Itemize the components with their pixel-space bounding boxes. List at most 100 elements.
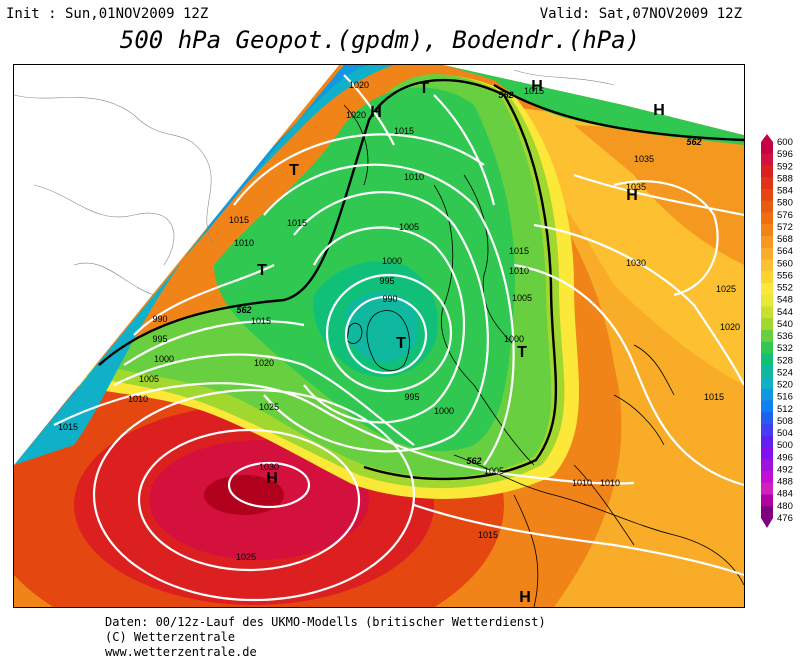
scale-swatch <box>761 306 773 319</box>
scale-bottom-arrow <box>761 518 773 528</box>
isobar-label: 995 <box>379 276 394 286</box>
scale-swatch <box>761 494 773 507</box>
pressure-centers: H T H H T H T T T H H <box>257 78 665 606</box>
isobar-label: 1005 <box>512 293 532 303</box>
scale-label: 548 <box>777 295 793 306</box>
isobar-label: 1020 <box>720 322 740 332</box>
scale-label: 572 <box>777 222 793 233</box>
scale-swatch <box>761 271 773 284</box>
high-pressure-symbol: H <box>626 187 638 204</box>
valid-time: Valid: Sat,07NOV2009 12Z <box>539 6 742 22</box>
isobar-label: 1010 <box>234 238 254 248</box>
isobar-label: 995 <box>404 392 419 402</box>
init-time: Init : Sun,01NOV2009 12Z <box>6 6 209 22</box>
isobar-label: 562 <box>498 90 513 100</box>
scale-label: 588 <box>777 173 793 184</box>
isobar-label: 1015 <box>509 246 529 256</box>
scale-swatch <box>761 482 773 495</box>
scale-label: 600 <box>777 137 793 148</box>
footer-copyright: (C) Wetterzentrale <box>105 630 236 644</box>
low-pressure-symbol: T <box>289 162 299 179</box>
scale-swatch <box>761 165 773 178</box>
scale-swatch <box>761 247 773 260</box>
scale-swatch <box>761 424 773 437</box>
isobar-label: 1015 <box>704 392 724 402</box>
scale-label: 532 <box>777 343 793 354</box>
scale-label: 568 <box>777 234 793 245</box>
scale-label: 520 <box>777 380 793 391</box>
scale-swatch <box>761 153 773 166</box>
scale-swatch <box>761 412 773 425</box>
scale-label: 564 <box>777 246 793 257</box>
isobar-label: 1035 <box>634 154 654 164</box>
scale-swatch <box>761 377 773 390</box>
scale-swatch <box>761 388 773 401</box>
scale-swatch <box>761 212 773 225</box>
isobar-label: 562 <box>236 305 251 315</box>
scale-label: 576 <box>777 210 793 221</box>
high-pressure-symbol: H <box>370 104 382 121</box>
high-pressure-symbol: H <box>266 470 278 487</box>
isobar-label: 1010 <box>572 478 592 488</box>
isobar-label: 995 <box>152 334 167 344</box>
isobar-label: 1020 <box>349 80 369 90</box>
scale-label: 508 <box>777 416 793 427</box>
scale-label: 596 <box>777 149 793 160</box>
isobar-label: 1005 <box>139 374 159 384</box>
high-pressure-symbol: H <box>531 78 543 95</box>
scale-swatch <box>761 318 773 331</box>
scale-label: 592 <box>777 161 793 172</box>
scale-swatch <box>761 459 773 472</box>
scale-label: 544 <box>777 307 793 318</box>
scale-label: 484 <box>777 489 793 500</box>
scale-swatch <box>761 353 773 366</box>
isobar-label: 1025 <box>236 552 256 562</box>
isobar-label: 1035 <box>626 182 646 192</box>
scale-top-arrow <box>761 134 773 142</box>
isobar-label: 562 <box>686 137 701 147</box>
chart-title: 500 hPa Geopot.(gpdm), Bodendr.(hPa) <box>119 26 641 54</box>
isobar-label: 1015 <box>394 126 414 136</box>
scale-label: 512 <box>777 404 793 415</box>
scale-swatch <box>761 330 773 343</box>
footer: Daten: 00/12z-Lauf des UKMO-Modells (bri… <box>105 615 546 660</box>
scale-swatch <box>761 365 773 378</box>
scale-label: 476 <box>777 513 793 524</box>
isobar-label: 1000 <box>434 406 454 416</box>
isobar-label: 1030 <box>259 462 279 472</box>
scale-swatch <box>761 341 773 354</box>
high-pressure-symbol: H <box>519 589 531 606</box>
footer-url[interactable]: www.wetterzentrale.de <box>105 645 257 659</box>
contour-552-ne <box>493 83 744 142</box>
isobar-label: 1030 <box>626 258 646 268</box>
footer-data-source: Daten: 00/12z-Lauf des UKMO-Modells (bri… <box>105 615 546 629</box>
isobar-label: 1000 <box>504 334 524 344</box>
color-scale: 6005965925885845805765725685645605565525… <box>761 134 793 528</box>
scale-swatch <box>761 400 773 413</box>
scale-label: 552 <box>777 283 793 294</box>
isobar-label: 1010 <box>404 172 424 182</box>
scale-swatch <box>761 224 773 237</box>
scale-label: 516 <box>777 392 793 403</box>
isobar-label: 1020 <box>254 358 274 368</box>
low-pressure-symbol: T <box>419 80 429 97</box>
geopotential-field <box>14 65 744 607</box>
scale-label: 500 <box>777 440 793 451</box>
isobar-label: 1010 <box>600 478 620 488</box>
isobar-label: 1015 <box>287 218 307 228</box>
scale-swatch <box>761 506 773 519</box>
scale-swatch <box>761 236 773 249</box>
scale-label: 584 <box>777 186 793 197</box>
low-pressure-symbol: T <box>396 335 406 352</box>
isobar-label: 1005 <box>399 222 419 232</box>
scale-swatch <box>761 177 773 190</box>
low-pressure-symbol: T <box>517 344 527 361</box>
map-svg: 1020 1020 1015 562 1015 562 1035 1010 1035 1015 10… <box>14 65 744 607</box>
isobar-label: 1000 <box>154 354 174 364</box>
isobar-label: 1010 <box>128 394 148 404</box>
scale-swatch <box>761 283 773 296</box>
scale-swatch <box>761 142 773 155</box>
scale-label: 504 <box>777 428 793 439</box>
scale-label: 488 <box>777 477 793 488</box>
coastlines <box>343 104 744 607</box>
